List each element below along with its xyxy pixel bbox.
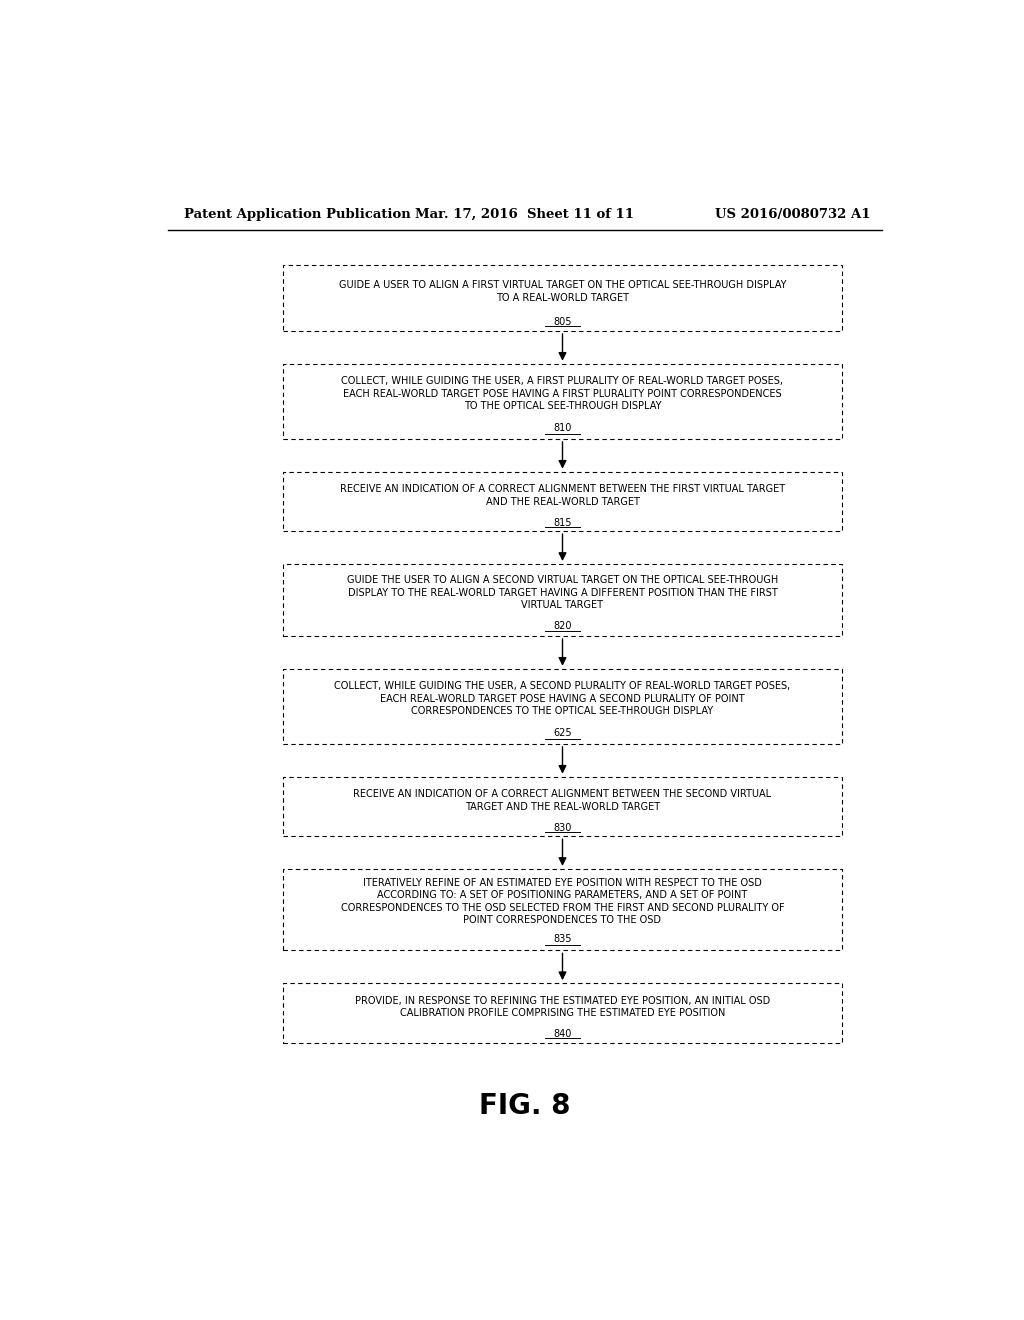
Text: 830: 830 (553, 822, 571, 833)
Text: COLLECT, WHILE GUIDING THE USER, A FIRST PLURALITY OF REAL-WORLD TARGET POSES,
E: COLLECT, WHILE GUIDING THE USER, A FIRST… (341, 376, 783, 411)
FancyBboxPatch shape (283, 776, 843, 836)
Text: 810: 810 (553, 424, 571, 433)
Text: RECEIVE AN INDICATION OF A CORRECT ALIGNMENT BETWEEN THE FIRST VIRTUAL TARGET
AN: RECEIVE AN INDICATION OF A CORRECT ALIGN… (340, 484, 785, 507)
Text: RECEIVE AN INDICATION OF A CORRECT ALIGNMENT BETWEEN THE SECOND VIRTUAL
TARGET A: RECEIVE AN INDICATION OF A CORRECT ALIGN… (353, 789, 771, 812)
Text: COLLECT, WHILE GUIDING THE USER, A SECOND PLURALITY OF REAL-WORLD TARGET POSES,
: COLLECT, WHILE GUIDING THE USER, A SECON… (335, 681, 791, 717)
Text: US 2016/0080732 A1: US 2016/0080732 A1 (715, 207, 870, 220)
Text: 805: 805 (553, 317, 571, 327)
FancyBboxPatch shape (283, 471, 843, 531)
Text: PROVIDE, IN RESPONSE TO REFINING THE ESTIMATED EYE POSITION, AN INITIAL OSD
CALI: PROVIDE, IN RESPONSE TO REFINING THE EST… (355, 995, 770, 1018)
FancyBboxPatch shape (283, 363, 843, 440)
Text: 835: 835 (553, 935, 571, 944)
Text: 820: 820 (553, 620, 571, 631)
Text: 625: 625 (553, 729, 571, 738)
Text: 840: 840 (553, 1030, 571, 1039)
Text: GUIDE A USER TO ALIGN A FIRST VIRTUAL TARGET ON THE OPTICAL SEE-THROUGH DISPLAY
: GUIDE A USER TO ALIGN A FIRST VIRTUAL TA… (339, 280, 786, 302)
Text: GUIDE THE USER TO ALIGN A SECOND VIRTUAL TARGET ON THE OPTICAL SEE-THROUGH
DISPL: GUIDE THE USER TO ALIGN A SECOND VIRTUAL… (347, 576, 778, 610)
Text: FIG. 8: FIG. 8 (479, 1092, 570, 1119)
Text: 815: 815 (553, 517, 571, 528)
FancyBboxPatch shape (283, 669, 843, 744)
Text: ITERATIVELY REFINE OF AN ESTIMATED EYE POSITION WITH RESPECT TO THE OSD
ACCORDIN: ITERATIVELY REFINE OF AN ESTIMATED EYE P… (341, 878, 784, 925)
Text: Patent Application Publication: Patent Application Publication (183, 207, 411, 220)
FancyBboxPatch shape (283, 869, 843, 950)
Text: Mar. 17, 2016  Sheet 11 of 11: Mar. 17, 2016 Sheet 11 of 11 (416, 207, 634, 220)
FancyBboxPatch shape (283, 564, 843, 636)
FancyBboxPatch shape (283, 265, 843, 331)
FancyBboxPatch shape (283, 983, 843, 1043)
